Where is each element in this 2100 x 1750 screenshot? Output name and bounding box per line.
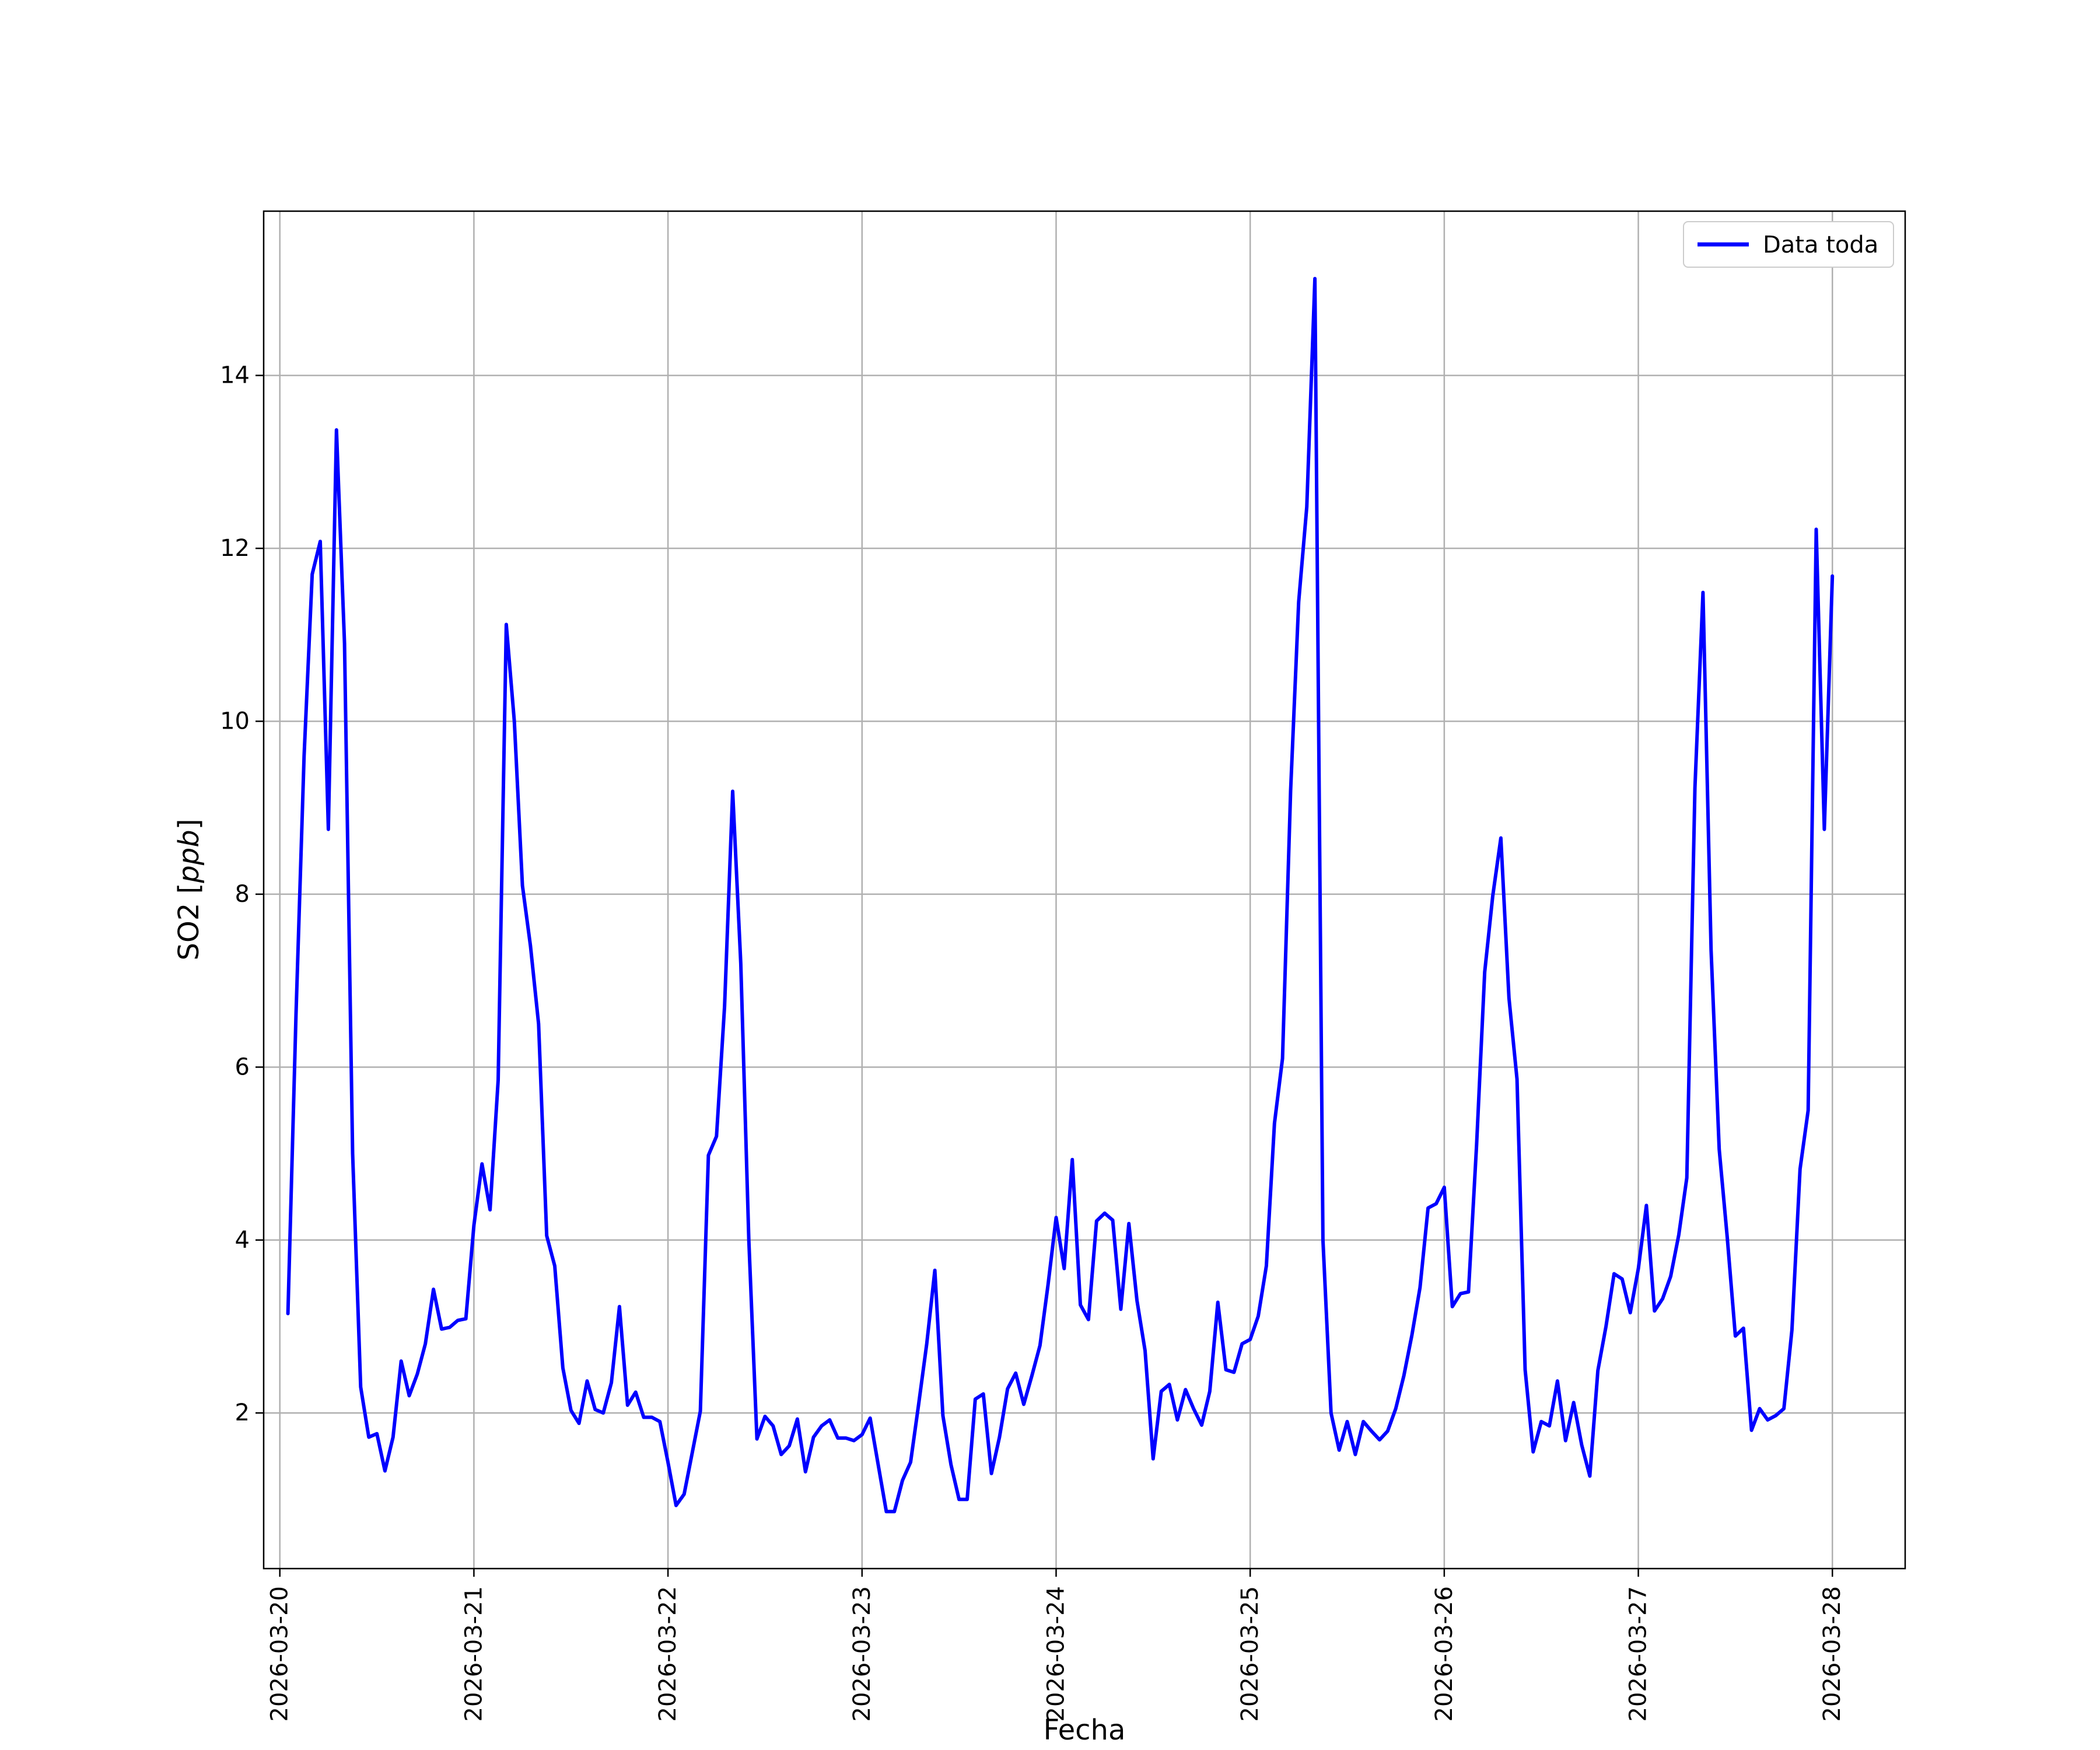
- x-tick-label: 2026-03-27: [1625, 1586, 1652, 1721]
- x-tick-label: 2026-03-21: [460, 1586, 487, 1721]
- legend: Data toda: [1683, 221, 1894, 268]
- y-tick-label: 8: [235, 881, 250, 908]
- x-tick-label: 2026-03-25: [1237, 1586, 1264, 1721]
- y-tick-label: 6: [235, 1054, 250, 1080]
- x-tick-label: 2026-03-26: [1431, 1586, 1458, 1721]
- plot-frame: [262, 210, 1906, 1570]
- x-tick-label: 2026-03-23: [849, 1586, 876, 1721]
- y-tick-label: 2: [235, 1399, 250, 1426]
- x-tick-label: 2026-03-20: [267, 1586, 293, 1721]
- x-tick-label: 2026-03-28: [1819, 1586, 1846, 1721]
- series-layer: [286, 276, 1835, 1514]
- x-axis-label: Fecha: [1044, 1714, 1126, 1746]
- y-tick-label: 4: [235, 1227, 250, 1254]
- y-axis-label: SO2 [ppb]: [173, 819, 205, 961]
- legend-label: Data toda: [1763, 232, 1878, 258]
- y-axis: 2 4 6 8 10 12 14: [220, 362, 264, 1426]
- grid: [264, 211, 1905, 1569]
- x-axis: 2026-03-20 2026-03-21 2026-03-22 2026-03-23…: [267, 1569, 1846, 1721]
- y-tick-label: 12: [220, 535, 250, 562]
- y-tick-label: 10: [220, 708, 250, 734]
- legend-box: [1683, 221, 1894, 268]
- x-tick-label: 2026-03-22: [654, 1586, 681, 1721]
- y-tick-label: 14: [220, 362, 250, 389]
- series-line-data-toda: [286, 276, 1835, 1514]
- x-tick-label: 2026-03-24: [1042, 1586, 1069, 1721]
